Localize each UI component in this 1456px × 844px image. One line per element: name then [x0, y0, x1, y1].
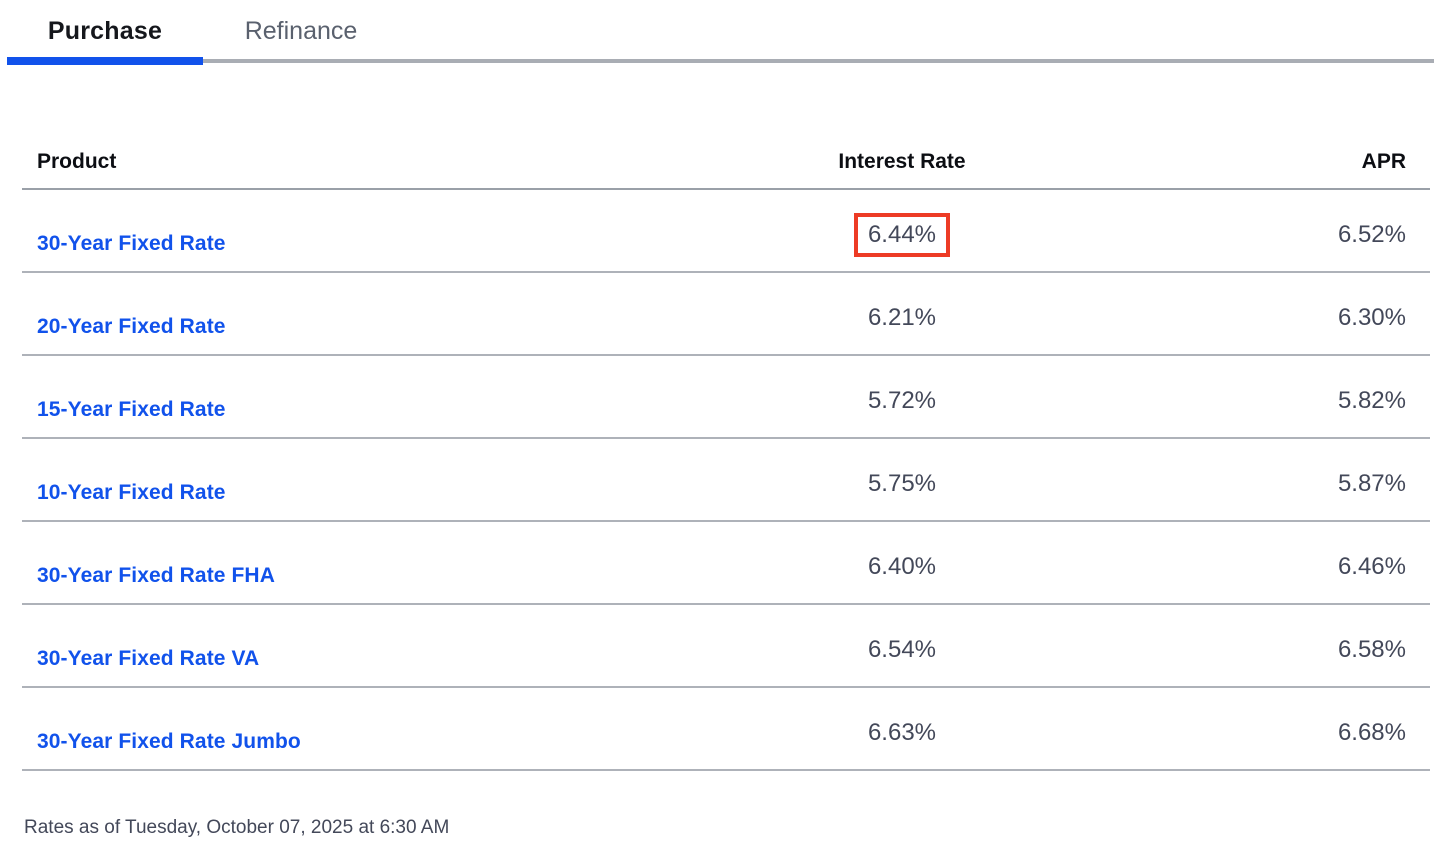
table-header-row: Product Interest Rate APR: [22, 150, 1430, 190]
column-header-apr: APR: [1148, 150, 1430, 190]
active-tab-indicator: [7, 57, 203, 65]
table-row: 10-Year Fixed Rate 5.75% 5.87%: [22, 438, 1430, 522]
column-header-product: Product: [22, 150, 656, 190]
tabbar-track-line: [7, 59, 1434, 63]
table-row: 30-Year Fixed Rate FHA 6.40% 6.46%: [22, 521, 1430, 605]
apr-value: 5.87%: [1148, 438, 1430, 522]
tab-purchase-label: Purchase: [47, 17, 163, 45]
apr-value: 6.58%: [1148, 604, 1430, 688]
interest-rate-value: 6.54%: [655, 604, 1149, 688]
product-link-30-year-fixed[interactable]: 30-Year Fixed Rate: [37, 232, 226, 255]
tab-purchase[interactable]: Purchase: [7, 16, 203, 46]
product-link-10-year-fixed[interactable]: 10-Year Fixed Rate: [37, 481, 226, 504]
product-link-20-year-fixed[interactable]: 20-Year Fixed Rate: [37, 315, 226, 338]
table-row: 30-Year Fixed Rate 6.44% 6.52%: [22, 189, 1430, 273]
rate-type-tabbar: Purchase Refinance: [0, 0, 1456, 66]
mortgage-rates-table: Product Interest Rate APR 30-Year Fixed …: [22, 150, 1430, 771]
interest-rate-value: 6.44%: [867, 221, 937, 248]
column-header-interest-rate: Interest Rate: [655, 150, 1149, 190]
apr-value: 6.46%: [1148, 521, 1430, 605]
apr-value: 6.30%: [1148, 272, 1430, 356]
product-link-30-year-fixed-jumbo[interactable]: 30-Year Fixed Rate Jumbo: [37, 730, 301, 753]
table-row: 20-Year Fixed Rate 6.21% 6.30%: [22, 272, 1430, 356]
interest-rate-value: 6.63%: [655, 687, 1149, 771]
interest-rate-value: 5.75%: [655, 438, 1149, 522]
interest-rate-value: 5.72%: [655, 355, 1149, 439]
apr-value: 6.68%: [1148, 687, 1430, 771]
apr-value: 6.52%: [1148, 189, 1430, 273]
product-link-15-year-fixed[interactable]: 15-Year Fixed Rate: [37, 398, 226, 421]
annotation-highlight-box: 6.44%: [853, 213, 951, 257]
interest-rate-value: 6.40%: [655, 521, 1149, 605]
table-row: 15-Year Fixed Rate 5.72% 5.82%: [22, 355, 1430, 439]
table-row: 30-Year Fixed Rate VA 6.54% 6.58%: [22, 604, 1430, 688]
product-link-30-year-fixed-fha[interactable]: 30-Year Fixed Rate FHA: [37, 564, 275, 587]
product-link-30-year-fixed-va[interactable]: 30-Year Fixed Rate VA: [37, 647, 260, 670]
rates-timestamp: Rates as of Tuesday, October 07, 2025 at…: [24, 817, 450, 838]
tab-refinance-label: Refinance: [244, 17, 358, 45]
table-row: 30-Year Fixed Rate Jumbo 6.63% 6.68%: [22, 687, 1430, 771]
apr-value: 5.82%: [1148, 355, 1430, 439]
tab-refinance[interactable]: Refinance: [203, 16, 399, 46]
interest-rate-value: 6.21%: [655, 272, 1149, 356]
